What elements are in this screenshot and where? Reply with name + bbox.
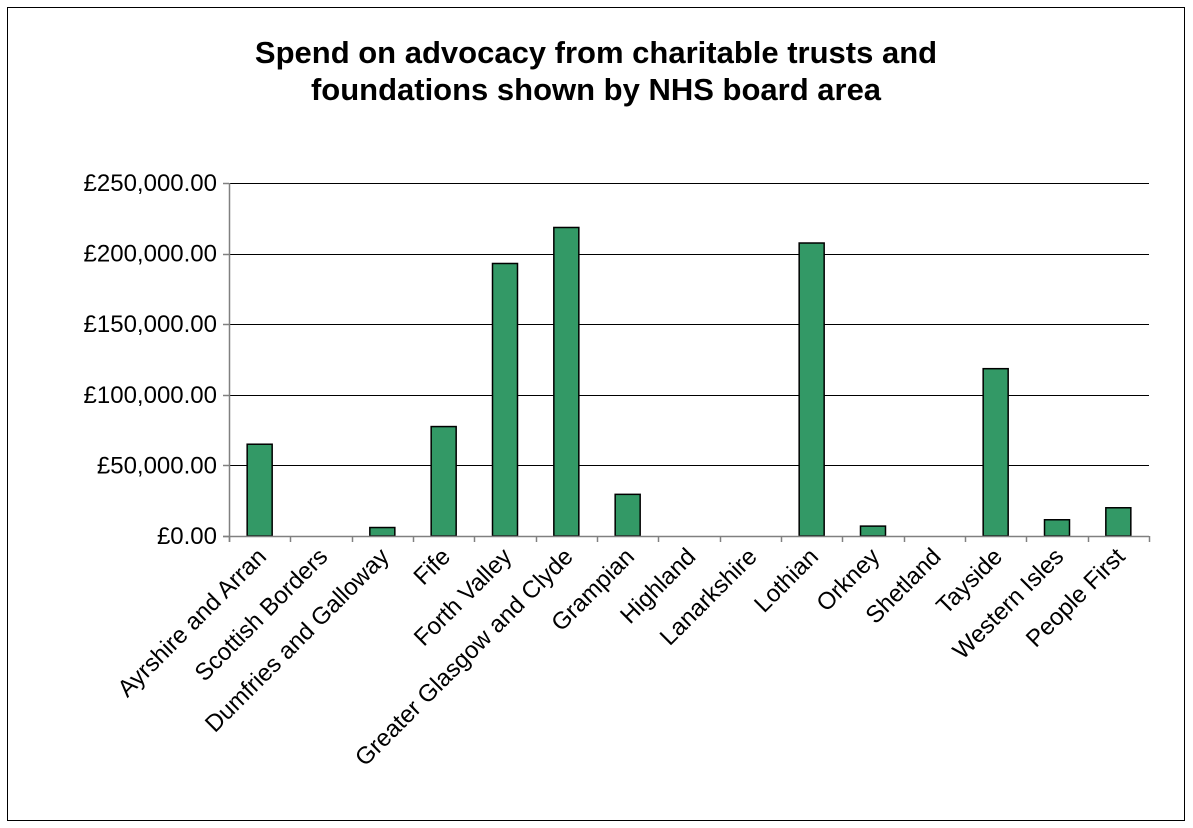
y-tick-label: £50,000.00: [97, 452, 217, 479]
x-tick-label: Lothian: [749, 543, 824, 618]
bar: [614, 493, 641, 537]
bar: [369, 526, 396, 537]
bar: [553, 226, 580, 537]
bars: [246, 226, 1132, 537]
bar: [1105, 507, 1132, 537]
x-tick-label: Fife: [409, 543, 456, 590]
bar: [798, 242, 825, 537]
y-tick-label: £0.00: [157, 523, 217, 550]
bar: [430, 425, 457, 537]
y-tick-label: £200,000.00: [84, 241, 217, 268]
chart-title: Spend on advocacy from charitable trusts…: [8, 34, 1184, 108]
chart-title-line-2: foundations shown by NHS board area: [310, 72, 882, 107]
y-tick-label: £100,000.00: [84, 382, 217, 409]
gridlines: [229, 183, 1149, 466]
axes: [223, 182, 1151, 542]
bar: [1043, 519, 1071, 537]
bar: [859, 525, 887, 537]
chart-title-line-1: Spend on advocacy from charitable trusts…: [254, 35, 938, 70]
y-tick-label: £150,000.00: [84, 311, 217, 338]
y-axis-tick-labels: £0.00 £50,000.00 £100,000.00 £150,000.00 £20…: [84, 170, 217, 550]
bar: [246, 443, 273, 537]
y-tick-label: £250,000.00: [84, 170, 217, 197]
bar: [491, 262, 519, 537]
bar: [982, 367, 1009, 537]
